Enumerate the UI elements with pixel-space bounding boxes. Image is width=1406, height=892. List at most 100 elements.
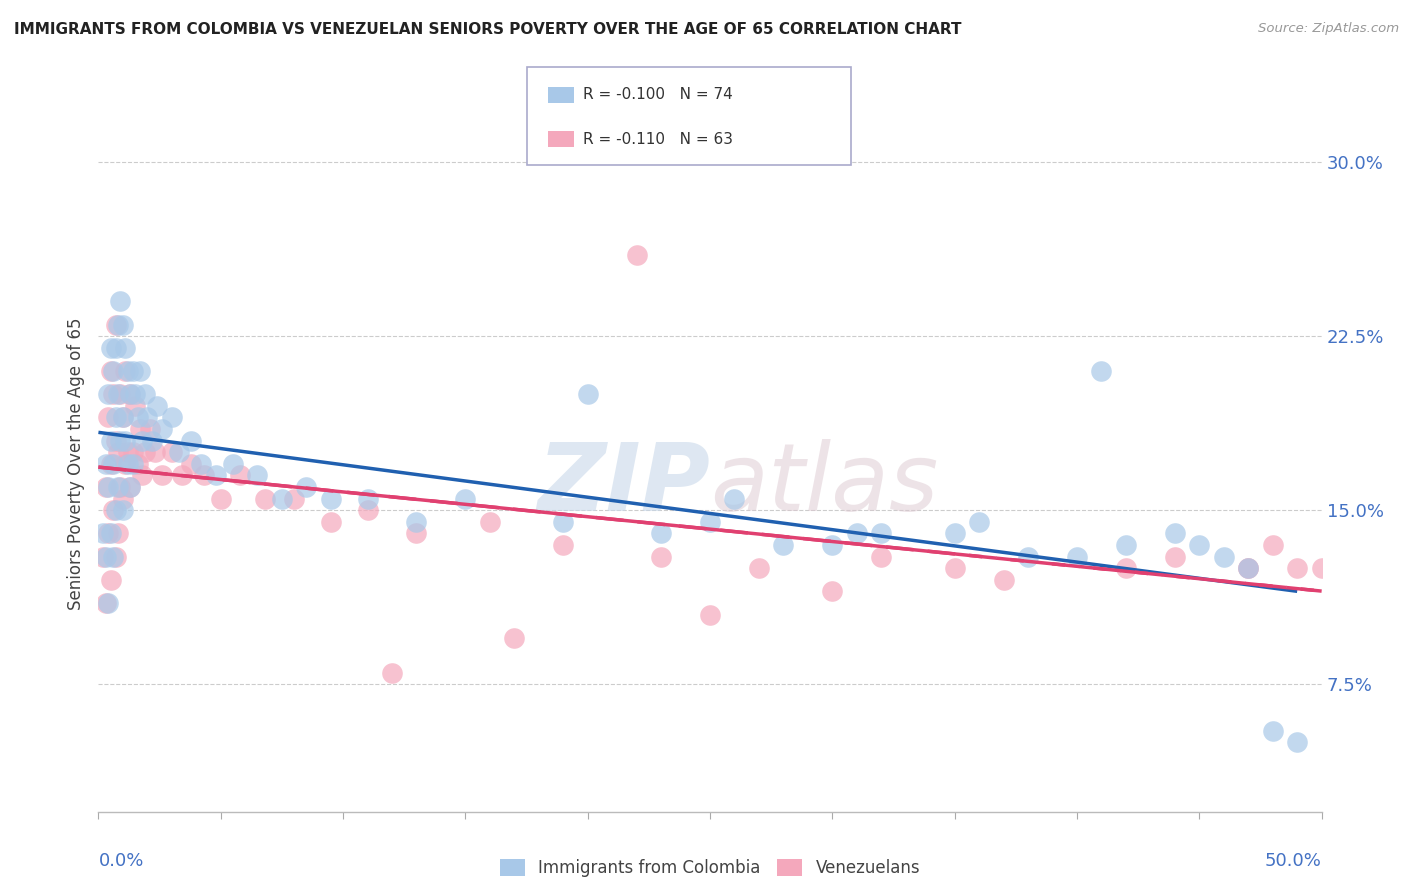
Point [110,294,132,309]
Point [381,665,404,680]
Point [91,549,114,564]
Point [101,457,124,471]
Point [104,549,127,564]
Point [101,387,124,401]
Point [1066,549,1088,564]
Point [967,515,990,529]
Point [870,526,893,541]
Point [97,410,120,425]
Text: IMMIGRANTS FROM COLOMBIA VS VENEZUELAN SENIORS POVERTY OVER THE AGE OF 65 CORREL: IMMIGRANTS FROM COLOMBIA VS VENEZUELAN S… [14,22,962,37]
Point [114,341,136,355]
Point [104,410,127,425]
Point [1164,549,1187,564]
Point [356,491,378,506]
Point [97,596,120,610]
Point [1237,561,1260,575]
Point [94,457,117,471]
Point [97,526,120,541]
Point [111,318,134,332]
Point [107,387,129,401]
Point [129,422,152,436]
Text: R = -0.100   N = 74: R = -0.100 N = 74 [583,87,734,102]
Point [553,515,575,529]
Point [94,596,117,610]
Y-axis label: Seniors Poverty Over the Age of 65: Seniors Poverty Over the Age of 65 [66,318,84,610]
Point [553,538,575,552]
Point [150,422,173,436]
Point [209,491,232,506]
Point [699,515,721,529]
Point [870,549,893,564]
Point [111,410,134,425]
Point [1212,549,1234,564]
Point [100,434,122,448]
Legend: Immigrants from Colombia, Venezuelans: Immigrants from Colombia, Venezuelans [494,852,927,883]
Point [1261,723,1284,738]
Point [127,457,149,471]
Point [650,549,672,564]
Point [97,387,120,401]
Point [120,387,142,401]
Point [821,584,844,599]
Point [180,434,202,448]
Point [107,526,129,541]
Point [723,491,745,506]
Point [295,480,318,494]
Point [1237,561,1260,575]
Point [127,410,149,425]
Point [150,468,173,483]
Point [1164,526,1187,541]
Point [111,410,134,425]
Point [405,526,427,541]
Point [222,457,245,471]
Point [100,457,122,471]
Point [121,364,143,378]
Point [1090,364,1112,378]
Point [943,526,966,541]
Point [107,318,129,332]
Point [229,468,252,483]
Point [134,387,156,401]
Point [993,573,1015,587]
Point [253,491,276,506]
Point [943,561,966,575]
Point [124,387,146,401]
Point [104,318,127,332]
Point [100,526,122,541]
Point [124,399,146,413]
Point [1237,561,1260,575]
Point [100,364,122,378]
Point [94,549,117,564]
Point [111,503,134,517]
Point [141,434,163,448]
Point [205,468,228,483]
Point [1261,538,1284,552]
Point [576,387,599,401]
Point [131,434,153,448]
Point [170,468,193,483]
Point [146,399,169,413]
Point [121,445,143,459]
Point [319,491,342,506]
Point [117,445,139,459]
Point [110,434,132,448]
Point [91,526,114,541]
Point [1286,561,1309,575]
Point [114,364,136,378]
Point [626,248,648,262]
Point [110,387,132,401]
Point [193,468,215,483]
Point [100,341,122,355]
Point [190,457,212,471]
Point [101,364,124,378]
Point [160,410,183,425]
Point [356,503,378,517]
Point [283,491,305,506]
Point [129,364,152,378]
Point [454,491,477,506]
Point [143,445,166,459]
Text: 50.0%: 50.0% [1265,852,1322,870]
Point [97,480,120,494]
Point [100,573,122,587]
Point [120,480,142,494]
